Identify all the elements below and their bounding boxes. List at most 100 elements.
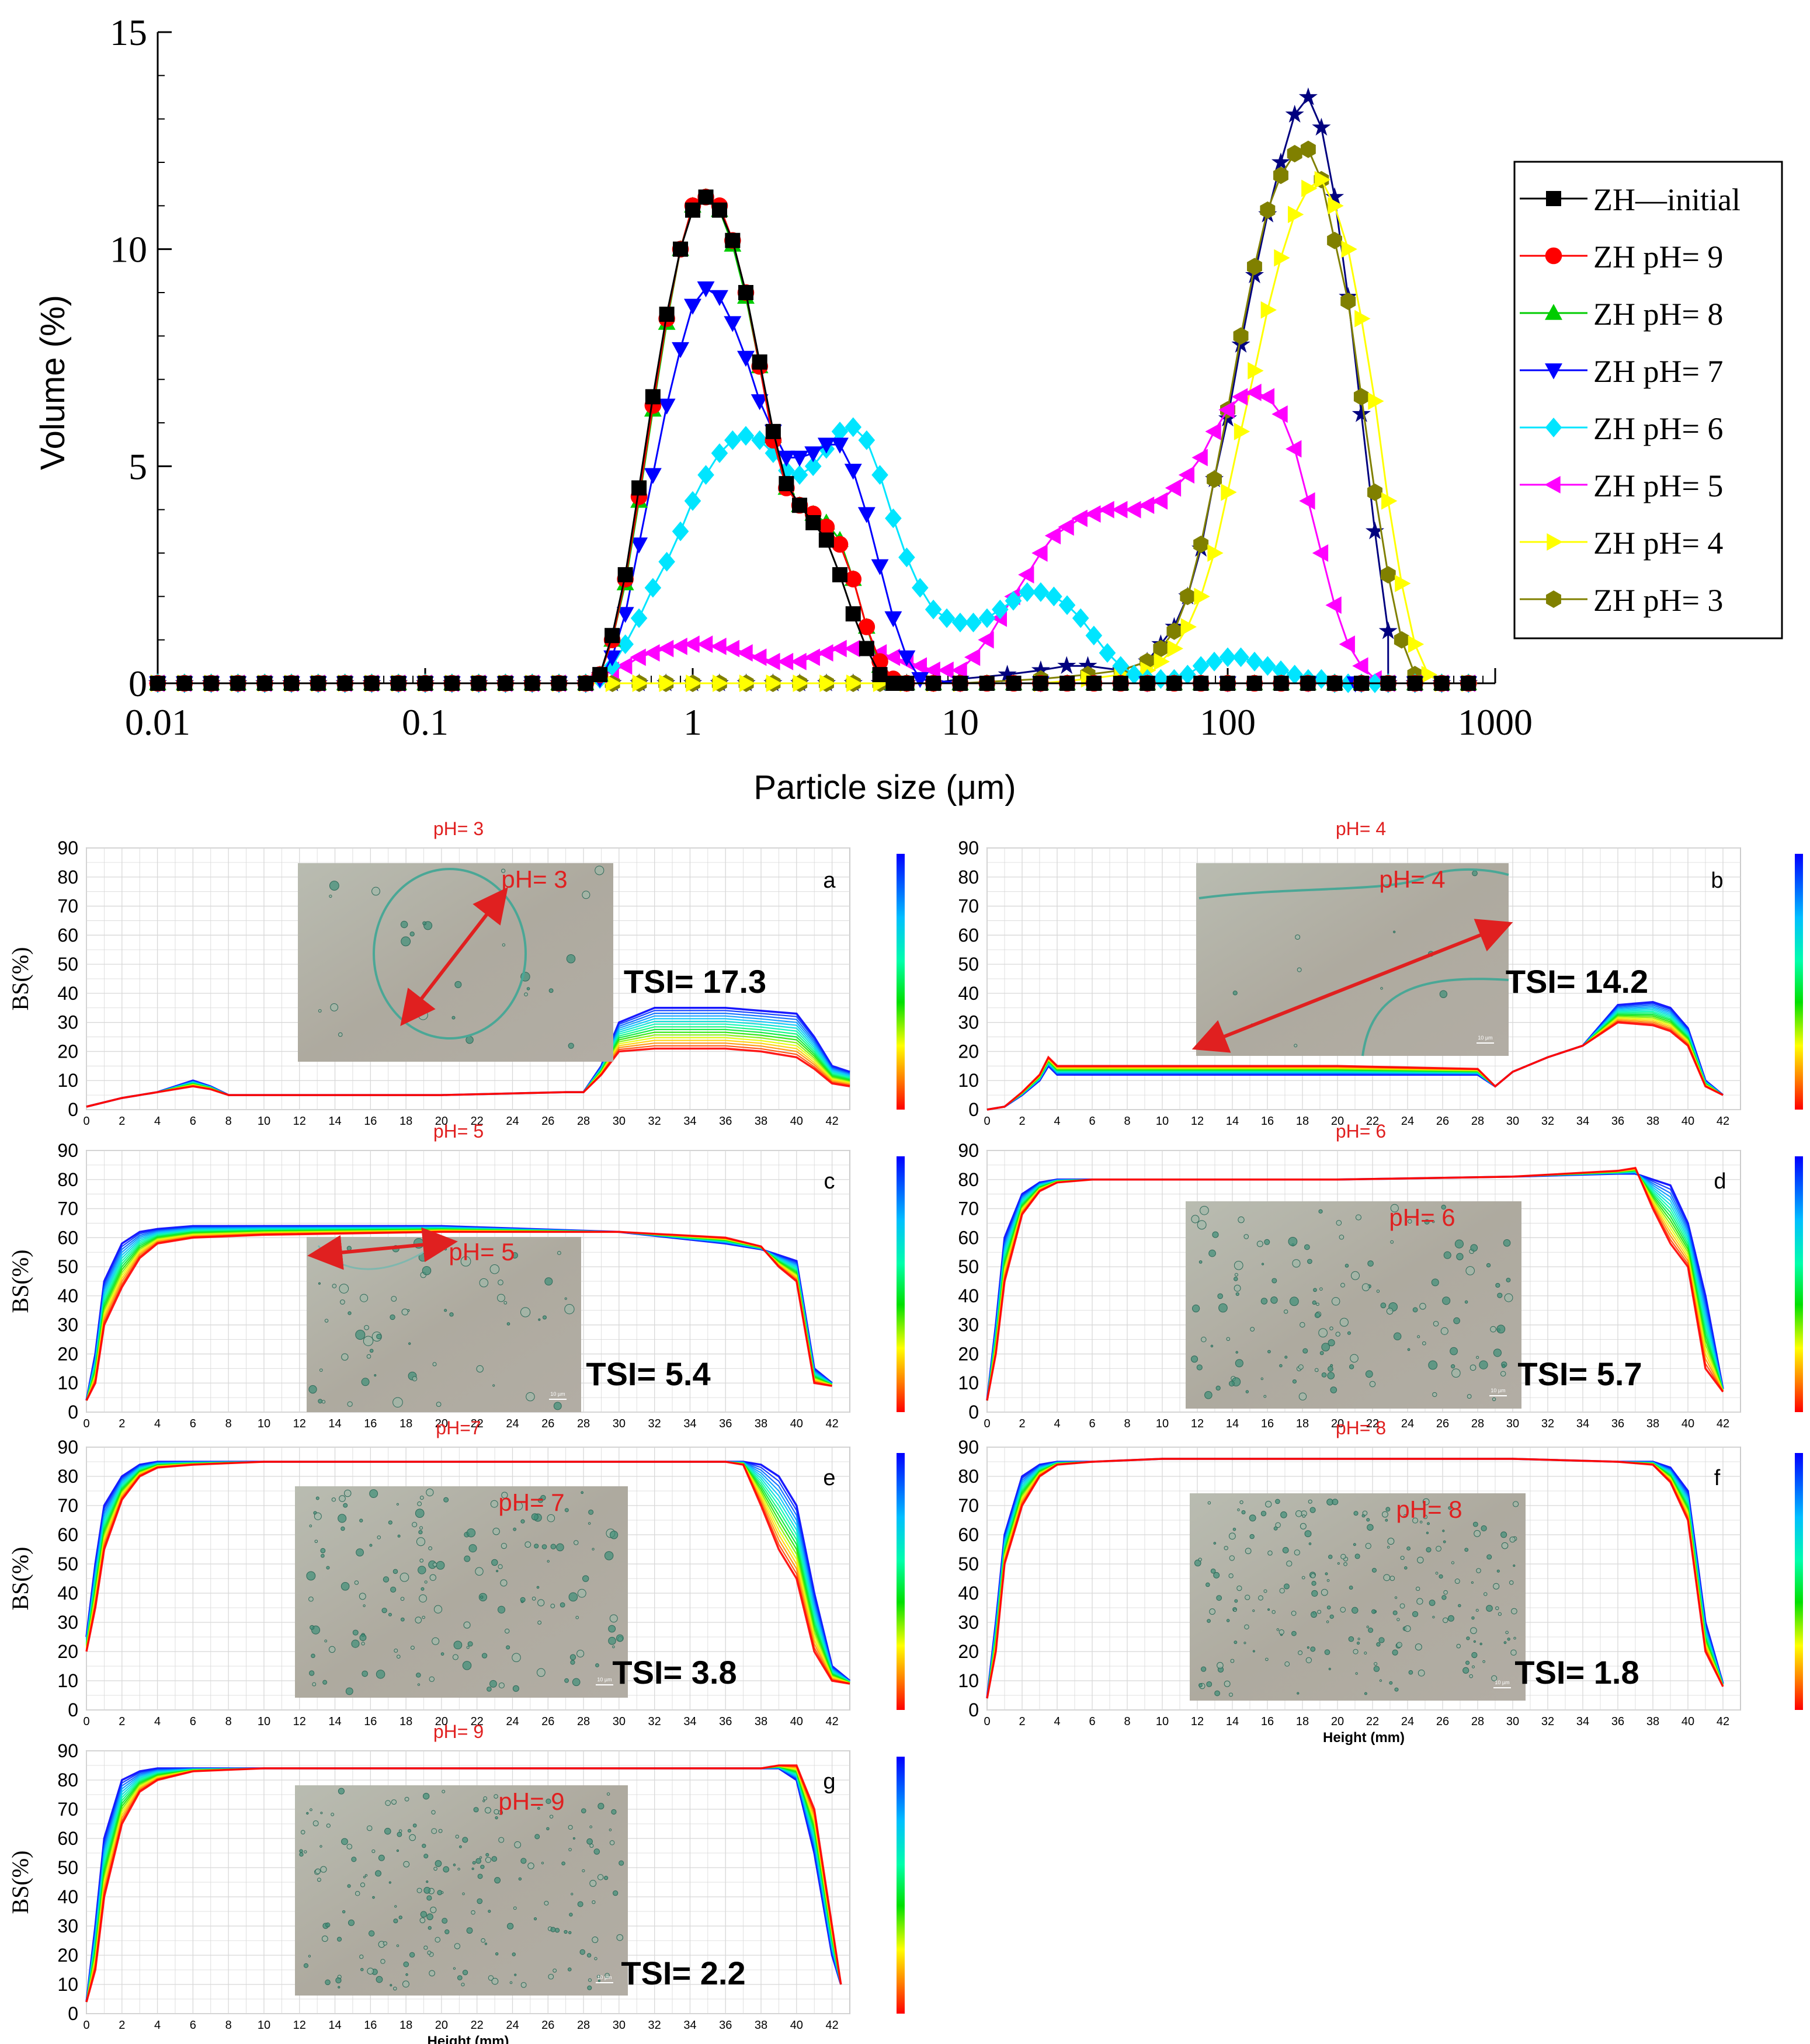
panel-x-tick-label: 28 (577, 1417, 590, 1430)
panel-y-tick-label: 80 (958, 1466, 979, 1487)
panel-x-tick-label: 26 (541, 1715, 554, 1728)
droplet (1504, 1293, 1513, 1302)
panel-y-tick-label: 50 (57, 1857, 78, 1878)
droplet (1311, 1581, 1316, 1586)
micrograph-inset: 10 µm (1191, 863, 1513, 1056)
data-point (1072, 608, 1089, 628)
droplet (582, 1575, 589, 1582)
droplet (1273, 1526, 1278, 1531)
series-line (158, 196, 1469, 684)
droplet (555, 1928, 560, 1933)
droplet (1230, 1659, 1235, 1663)
data-point (1273, 676, 1289, 691)
data-point (793, 675, 809, 692)
droplet (569, 1913, 573, 1917)
droplet (1500, 1531, 1507, 1538)
droplet (512, 1252, 518, 1259)
droplet (443, 1497, 449, 1503)
droplet (412, 1823, 417, 1828)
panel-x-tick-label: 26 (1436, 1115, 1449, 1128)
data-point (884, 648, 901, 666)
droplet (550, 1927, 556, 1932)
droplet (319, 1368, 323, 1372)
panel-x-tick-label: 22 (1366, 1715, 1379, 1728)
droplet (1200, 1205, 1209, 1215)
droplet (537, 1497, 543, 1503)
data-point (1180, 588, 1196, 606)
data-point (1380, 676, 1396, 691)
panel-x-tick-label: 20 (1331, 1715, 1344, 1728)
panel-y-tick-label: 10 (958, 1670, 979, 1691)
droplet (361, 1642, 365, 1646)
droplet (1389, 1681, 1393, 1685)
data-point (1421, 666, 1437, 684)
droplet (420, 1911, 428, 1918)
panel-x-tick-label: 32 (648, 2019, 661, 2032)
panel-x-axis-label: Height (mm) (1323, 1730, 1405, 1746)
droplet (1260, 1511, 1267, 1517)
data-point (1328, 197, 1344, 215)
droplet (503, 1301, 508, 1305)
panel-y-tick-label: 30 (57, 1012, 78, 1033)
droplet (489, 1264, 500, 1274)
droplet (1443, 1540, 1446, 1544)
droplet (537, 1599, 545, 1607)
droplet (487, 1687, 492, 1692)
droplet (398, 1829, 402, 1833)
panel-x-tick-label: 30 (1506, 1115, 1519, 1128)
droplet (1301, 1576, 1305, 1580)
main-x-axis-label: Particle size (μm) (753, 769, 1016, 807)
droplet (568, 1824, 573, 1830)
droplet (1224, 1546, 1228, 1551)
droplet (339, 1299, 345, 1305)
droplet (579, 1949, 586, 1955)
droplet (1412, 1611, 1419, 1618)
droplet (1486, 1605, 1493, 1612)
droplet (524, 992, 528, 997)
inset-ph-label: pH= 9 (498, 1788, 564, 1815)
droplet (604, 1551, 614, 1560)
droplet (482, 1799, 485, 1802)
panel-x-tick-label: 34 (1576, 1417, 1589, 1430)
droplet (1216, 1595, 1222, 1601)
droplet (542, 1315, 547, 1320)
panel-y-tick-label: 80 (57, 1169, 78, 1190)
droplet (536, 1586, 540, 1589)
droplet (318, 1282, 321, 1285)
droplet (1198, 1683, 1203, 1688)
droplet (512, 1952, 516, 1956)
panel-x-tick-label: 42 (825, 1417, 838, 1430)
panel-x-tick-label: 26 (1436, 1417, 1449, 1430)
panel-y-axis-label: BS(%) (7, 1851, 33, 1914)
droplet (1503, 1239, 1511, 1247)
panel-x-tick-label: 22 (1366, 1417, 1379, 1430)
time-color-bar (1795, 1156, 1803, 1412)
panel-x-tick-label: 22 (471, 2019, 484, 2032)
droplet (1353, 1511, 1359, 1516)
droplet (1349, 1364, 1354, 1369)
droplet (435, 1937, 441, 1943)
droplet (1326, 1579, 1330, 1582)
tsi-value: TSI= 17.3 (624, 963, 766, 1000)
droplet (534, 1544, 539, 1549)
droplet (367, 1967, 374, 1975)
droplet (467, 1641, 473, 1647)
data-point (684, 491, 701, 511)
droplet (593, 1848, 600, 1855)
droplet (541, 1861, 544, 1865)
droplet (403, 1861, 410, 1868)
droplet (1364, 1692, 1367, 1695)
panel-profile-curves (85, 1764, 842, 2003)
data-point (1032, 582, 1050, 602)
panel-y-tick-label: 80 (57, 1466, 78, 1487)
panel-y-tick-label: 40 (57, 983, 78, 1004)
droplet (308, 1385, 317, 1394)
droplet (498, 1837, 505, 1843)
panel-x-tick-label: 28 (577, 1115, 590, 1128)
data-point (1125, 500, 1141, 519)
droplet (495, 1952, 499, 1956)
droplet (483, 1796, 488, 1800)
panel-x-tick-label: 30 (613, 1417, 626, 1430)
data-point (659, 675, 675, 692)
data-point (1272, 660, 1290, 680)
